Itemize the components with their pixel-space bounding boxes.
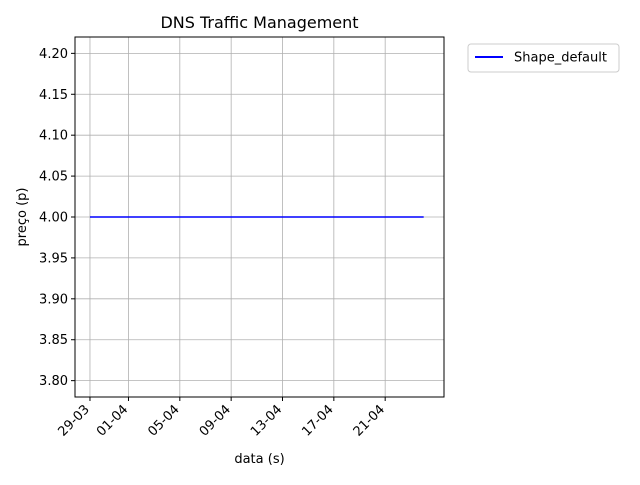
y-axis: 3.80 3.85 3.90 3.95 4.00 4.05 4.10 4.15 4.20	[39, 47, 75, 389]
x-axis-label: data (s)	[234, 452, 284, 467]
legend: Shape_default	[467, 43, 620, 73]
y-axis-label: preço (p)	[15, 188, 30, 247]
x-tick-label: 13-04	[248, 402, 285, 439]
legend-frame	[467, 43, 620, 73]
x-tick-label: 21-04	[351, 402, 388, 439]
x-tick-label: 01-04	[94, 402, 131, 439]
y-tick-label: 4.10	[39, 129, 68, 144]
y-tick-label: 4.20	[39, 47, 68, 62]
y-tick-label: 3.90	[39, 292, 68, 307]
y-tick-label: 4.15	[39, 88, 68, 103]
x-tick-label: 09-04	[197, 402, 234, 439]
y-tick-label: 3.85	[39, 333, 68, 348]
x-tick-label: 05-04	[145, 402, 182, 439]
x-tick-label: 29-03	[55, 402, 92, 439]
y-tick-label: 3.80	[39, 374, 68, 389]
y-tick-label: 4.05	[39, 170, 68, 185]
y-tick-label: 4.00	[39, 211, 68, 226]
x-axis: 29-03 01-04 05-04 09-04 13-04 17-04 21-04	[55, 397, 388, 440]
y-tick-label: 3.95	[39, 251, 68, 266]
chart-title: DNS Traffic Management	[160, 13, 358, 32]
legend-label: Shape_default	[514, 51, 607, 66]
x-tick-label: 17-04	[299, 402, 336, 439]
